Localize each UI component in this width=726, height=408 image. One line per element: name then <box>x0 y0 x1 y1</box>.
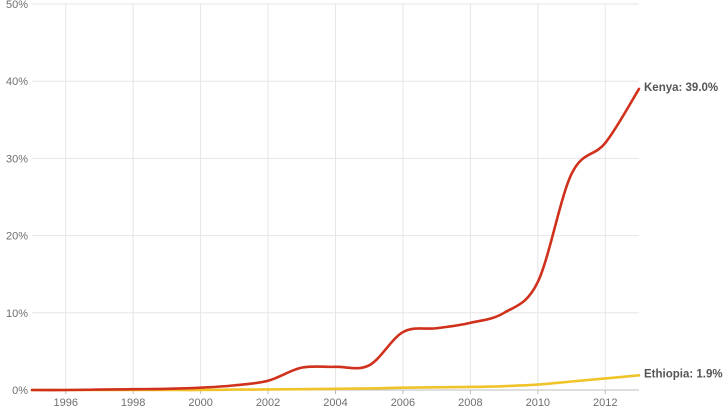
x-tick-label: 2008 <box>458 397 482 408</box>
x-tick-label: 1996 <box>53 397 77 408</box>
x-tick-label: 2004 <box>323 397 347 408</box>
x-tick-label: 1998 <box>121 397 145 408</box>
x-axis-ticks: 1996 1998 2000 2002 2004 2006 2008 2010 2012 <box>53 390 618 408</box>
x-tick-label: 2012 <box>593 397 617 408</box>
series-end-label-ethiopia: Ethiopia: 1.9% <box>644 368 723 380</box>
x-tick-label: 2002 <box>256 397 280 408</box>
gridlines <box>32 3 639 391</box>
series-lines <box>30 87 641 392</box>
x-tick-label: 2010 <box>526 397 550 408</box>
x-tick-label: 2000 <box>188 397 212 408</box>
y-tick-label: 30% <box>6 153 28 165</box>
y-tick-label: 20% <box>6 231 28 243</box>
y-tick-label: 40% <box>6 76 28 88</box>
series-end-label-kenya: Kenya: 39.0% <box>644 82 718 94</box>
y-tick-label: 50% <box>6 0 28 11</box>
y-tick-label: 10% <box>6 308 28 320</box>
x-tick-label: 2006 <box>391 397 415 408</box>
series-end-labels: Kenya: 39.0% Ethiopia: 1.9% <box>644 82 723 380</box>
y-axis-ticks: 0% 10% 20% 30% 40% 50% <box>6 0 28 397</box>
series-line-kenya <box>30 87 641 392</box>
y-tick-label: 0% <box>12 385 28 397</box>
